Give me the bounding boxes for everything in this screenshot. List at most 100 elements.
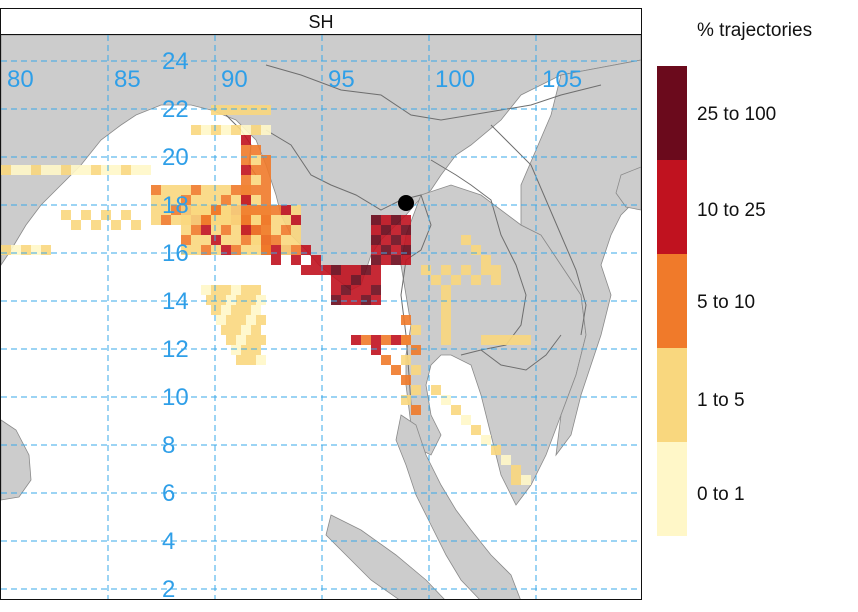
density-cell	[271, 225, 281, 235]
density-cell	[151, 195, 161, 205]
density-cell	[201, 285, 211, 295]
density-cell	[261, 235, 271, 245]
lat-tick-label: 4	[162, 528, 175, 555]
density-cell	[221, 185, 231, 195]
legend-swatch-5-10	[657, 254, 687, 348]
density-cell	[241, 135, 251, 145]
density-cell	[171, 205, 181, 215]
density-cell	[211, 245, 221, 255]
density-cell	[461, 235, 471, 245]
density-cell	[301, 245, 311, 255]
density-cell	[241, 125, 251, 135]
legend-label-1-5: 1 to 5	[697, 390, 745, 411]
density-cell	[281, 235, 291, 245]
density-cell	[211, 225, 221, 235]
tick-labels: 80 85 90 95 100 105 24 22 20 18 16 14 12 10 8 6 4 2	[7, 48, 582, 600]
density-cell	[261, 205, 271, 215]
density-cell	[181, 185, 191, 195]
density-cell	[351, 335, 361, 345]
laos-vietnam-border	[490, 124, 587, 336]
density-cell	[181, 205, 191, 215]
density-cell	[391, 245, 401, 255]
density-cell	[251, 245, 261, 255]
density-cell	[231, 125, 241, 135]
density-cell	[251, 345, 261, 355]
sumatra-island	[325, 514, 445, 599]
density-cell	[201, 125, 211, 135]
density-cell	[381, 255, 391, 265]
density-cell	[381, 245, 391, 255]
density-cell	[391, 235, 401, 245]
density-cell	[511, 475, 521, 485]
density-cell	[261, 165, 271, 175]
density-cell	[261, 185, 271, 195]
density-cell	[431, 275, 441, 285]
density-cell	[331, 265, 341, 275]
density-cell	[461, 265, 471, 275]
density-cell	[461, 415, 471, 425]
density-cell	[241, 245, 251, 255]
density-cell	[331, 295, 341, 305]
lat-tick-label: 16	[162, 240, 189, 267]
density-cell	[231, 245, 241, 255]
density-cell	[211, 105, 221, 115]
density-cell	[251, 285, 261, 295]
density-cell	[226, 335, 236, 345]
density-cell	[321, 265, 331, 275]
density-cell	[11, 245, 21, 255]
density-cell	[231, 325, 241, 335]
density-cell	[291, 235, 301, 245]
legend-swatch-10-25	[657, 160, 687, 254]
density-cell	[1, 245, 11, 255]
lat-tick-label: 24	[162, 48, 189, 75]
lon-tick-label: 85	[114, 66, 141, 93]
density-cell	[401, 315, 411, 325]
density-cell	[251, 105, 261, 115]
density-cell	[341, 295, 351, 305]
density-cell	[291, 245, 301, 255]
density-cell	[191, 125, 201, 135]
density-cell	[201, 245, 211, 255]
density-cell	[441, 295, 451, 305]
density-cell	[221, 235, 231, 245]
density-cell	[331, 285, 341, 295]
density-cell	[131, 220, 141, 230]
density-cell	[211, 285, 221, 295]
density-cell	[441, 395, 451, 405]
density-cell	[71, 165, 81, 175]
sri-lanka-island	[1, 419, 32, 501]
density-cell	[401, 375, 411, 385]
density-cell	[181, 235, 191, 245]
legend-swatch-25-100	[657, 66, 687, 160]
density-cell	[41, 165, 51, 175]
density-cell	[11, 165, 21, 175]
density-cell	[236, 335, 246, 345]
density-cell	[271, 215, 281, 225]
density-cell	[236, 295, 246, 305]
density-cell	[381, 355, 391, 365]
density-cell	[351, 265, 361, 275]
density-cell	[251, 225, 261, 235]
density-cell	[291, 255, 301, 265]
density-cell	[101, 210, 111, 220]
density-cell	[281, 215, 291, 225]
land-layer	[1, 35, 641, 599]
density-cell	[391, 365, 401, 375]
density-cell	[401, 225, 411, 235]
density-cell	[471, 245, 481, 255]
density-cell	[206, 295, 216, 305]
density-cell	[241, 165, 251, 175]
density-cell	[261, 125, 271, 135]
density-cell	[141, 165, 151, 175]
density-cell	[441, 285, 451, 295]
density-cell	[371, 275, 381, 285]
map-canvas: 80 85 90 95 100 105 24 22 20 18 16 14 12 10 8 6 4 2	[1, 35, 641, 600]
legend-swatch-0-1	[657, 442, 687, 536]
density-cell	[31, 245, 41, 255]
density-cell	[391, 225, 401, 235]
lat-tick-label: 18	[162, 192, 189, 219]
density-cell	[246, 295, 256, 305]
lat-tick-label: 2	[162, 576, 175, 600]
density-cell	[211, 185, 221, 195]
legend-label-5-10: 5 to 10	[697, 292, 756, 313]
